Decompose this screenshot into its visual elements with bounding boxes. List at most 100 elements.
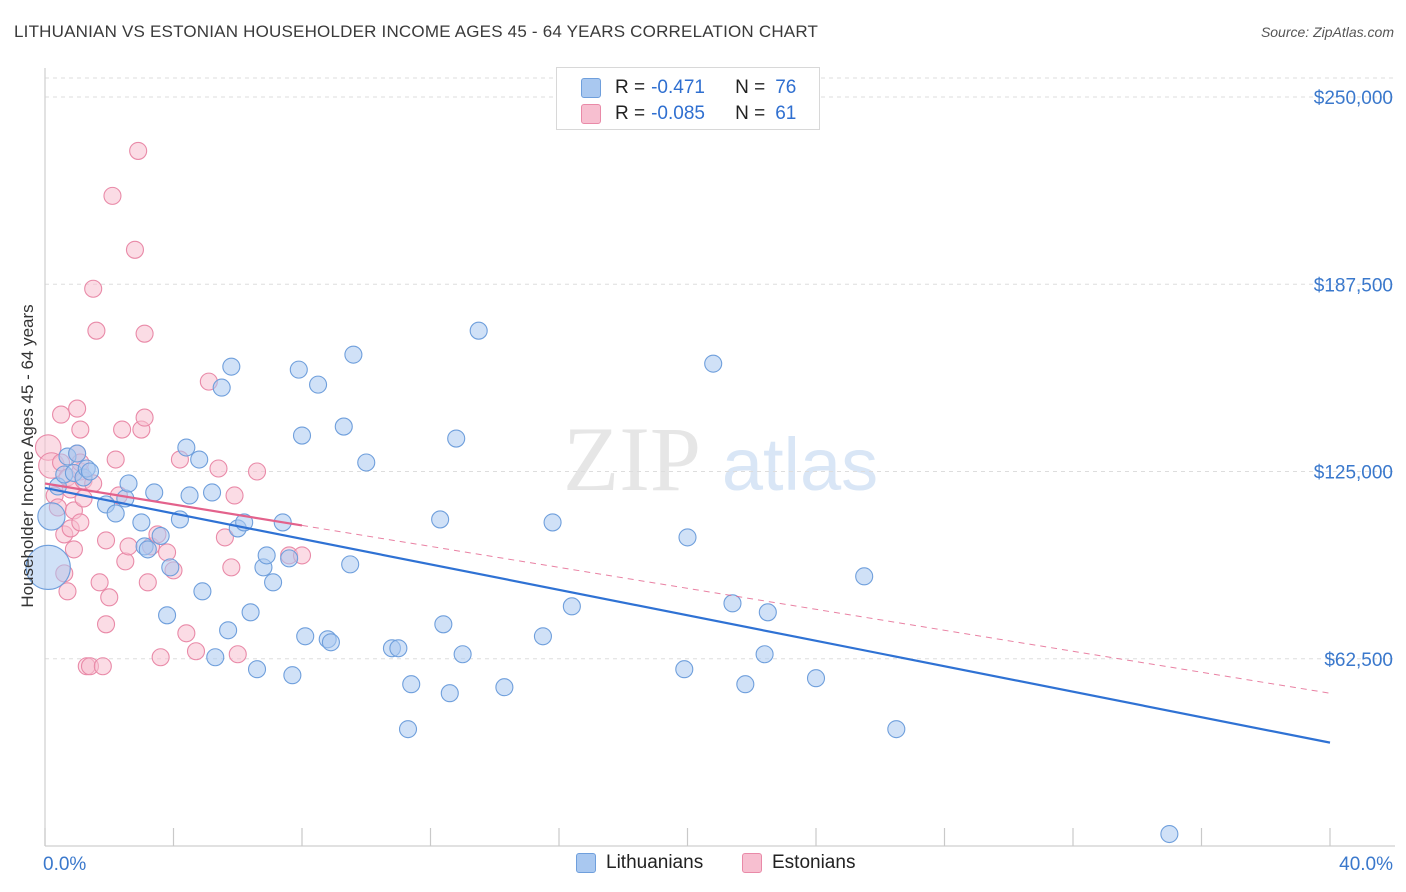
watermark-zip: ZIP — [563, 408, 701, 510]
lithuanian-point — [177, 438, 196, 457]
estonian-point — [96, 531, 116, 550]
legend-label-lithuanians: Lithuanians — [606, 852, 704, 873]
legend-n-value: 61 — [775, 103, 797, 124]
lithuanian-point — [212, 378, 231, 397]
legend-row-lithuanians: R = -0.471 N = 76 — [581, 76, 796, 100]
legend-item-lithuanians: Lithuanians — [576, 852, 703, 874]
estonian-trend-line-dashed — [301, 524, 1331, 694]
estonian-point — [119, 537, 138, 556]
y-tick-label: $125,000 — [1314, 463, 1393, 484]
estonian-point — [151, 648, 170, 667]
series-legend: Lithuanians Estonians — [0, 852, 1406, 878]
estonian-point — [113, 420, 132, 439]
lithuanian-point — [145, 483, 164, 502]
lithuanian-trend-line — [44, 486, 1331, 744]
lithuanian-point — [402, 675, 421, 694]
lithuanian-point — [283, 666, 302, 685]
lithuanian-point — [453, 645, 472, 664]
estonian-point — [177, 624, 196, 643]
legend-r-value: -0.471 — [651, 77, 705, 98]
lithuanian-point — [296, 627, 315, 646]
lithuanian-point — [292, 426, 312, 445]
lithuanian-point — [431, 510, 450, 529]
y-axis-label: Householder Income Ages 45 - 64 years — [18, 304, 37, 608]
legend-swatch-pink — [742, 853, 762, 873]
lithuanian-point — [447, 429, 466, 448]
lithuanian-point — [675, 660, 694, 679]
lithuanian-point — [80, 462, 100, 481]
y-tick-label: $250,000 — [1314, 88, 1393, 109]
lithuanian-point — [190, 450, 209, 469]
legend-row-estonians: R = -0.085 N = 61 — [581, 102, 796, 126]
legend-r-label: R = — [615, 103, 646, 124]
estonian-point — [116, 552, 135, 571]
lithuanian-point — [341, 555, 360, 574]
estonian-point — [68, 399, 87, 418]
estonian-point — [135, 408, 154, 427]
legend-item-estonians: Estonians — [742, 852, 855, 874]
lithuanian-point — [222, 357, 241, 376]
correlation-legend: R = -0.471 N = 76 R = -0.085 N = 61 — [556, 67, 820, 130]
lithuanian-point — [434, 615, 453, 634]
estonian-point — [125, 240, 144, 259]
lithuanian-point — [289, 360, 308, 379]
lithuanian-point — [533, 627, 552, 646]
lithuanian-point — [736, 675, 755, 694]
lithuanian-point — [241, 603, 260, 622]
legend-swatch-pink — [581, 104, 601, 124]
lithuanian-point — [758, 603, 777, 622]
estonian-point — [215, 528, 234, 547]
estonian-point — [74, 489, 93, 508]
legend-n-value: 76 — [775, 77, 797, 98]
legend-r-value: -0.085 — [651, 103, 705, 124]
lithuanian-point — [264, 573, 283, 592]
lithuanian-point — [25, 544, 71, 591]
estonian-point — [186, 642, 206, 661]
lithuanian-point — [495, 678, 514, 697]
lithuanian-point — [334, 417, 353, 436]
lithuanian-point — [151, 526, 170, 545]
estonian-point — [103, 186, 122, 205]
estonian-point — [135, 324, 154, 343]
estonian-point — [90, 573, 109, 592]
lithuanian-point — [206, 648, 225, 667]
lithuanian-point — [132, 513, 151, 532]
lithuanian-point — [755, 645, 774, 664]
lithuanian-point — [219, 621, 238, 640]
estonian-point — [71, 513, 90, 532]
lithuanian-point — [398, 720, 418, 739]
lithuanian-point — [161, 558, 180, 577]
estonian-point — [225, 486, 244, 505]
lithuanian-point — [562, 597, 581, 616]
lithuanian-point — [247, 660, 267, 679]
legend-n-label: N = — [735, 77, 766, 98]
estonian-point — [247, 462, 267, 481]
legend-label-estonians: Estonians — [772, 852, 856, 873]
lithuanian-point — [1160, 824, 1179, 844]
lithuanian-point — [106, 504, 125, 523]
lithuanian-point — [678, 528, 697, 547]
estonian-point — [158, 543, 177, 562]
lithuanian-point — [855, 567, 874, 586]
estonian-point — [106, 450, 125, 469]
lithuanian-point — [321, 633, 340, 652]
y-tick-label: $187,500 — [1314, 275, 1393, 296]
lithuanian-point — [543, 513, 562, 532]
source-label: Source: ZipAtlas.com — [1260, 24, 1394, 40]
estonian-point — [138, 573, 157, 592]
lithuanian-point — [344, 345, 363, 364]
chart-title: LITHUANIAN VS ESTONIAN HOUSEHOLDER INCOM… — [14, 22, 819, 41]
lithuanian-point — [138, 540, 157, 559]
estonian-point — [222, 558, 241, 577]
estonian-point — [87, 321, 106, 340]
estonian-point — [64, 540, 83, 559]
estonian-point — [84, 279, 103, 298]
lithuanian-point — [389, 639, 408, 658]
estonian-point — [96, 615, 116, 634]
lithuanian-point — [723, 594, 742, 613]
lithuanian-point — [180, 486, 199, 505]
lithuanian-point — [119, 474, 138, 493]
lithuanian-point — [357, 453, 376, 472]
lithuanian-point — [257, 546, 276, 565]
lithuanian-point — [704, 354, 723, 373]
